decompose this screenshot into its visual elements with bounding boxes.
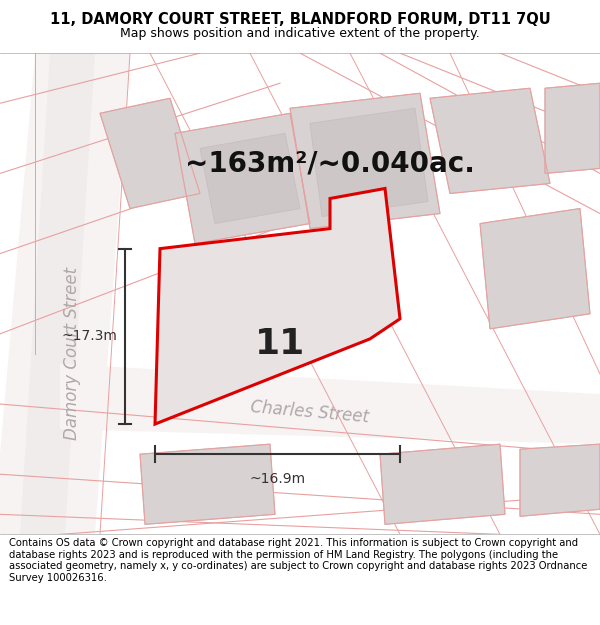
Polygon shape	[155, 189, 400, 424]
Text: ~16.9m: ~16.9m	[250, 472, 305, 486]
Polygon shape	[140, 444, 275, 524]
Polygon shape	[20, 53, 95, 534]
Text: Damory Court Street: Damory Court Street	[63, 268, 81, 441]
Polygon shape	[60, 364, 600, 444]
Polygon shape	[520, 444, 600, 516]
Polygon shape	[430, 88, 550, 194]
Polygon shape	[290, 93, 440, 229]
Polygon shape	[200, 133, 300, 224]
Text: 11, DAMORY COURT STREET, BLANDFORD FORUM, DT11 7QU: 11, DAMORY COURT STREET, BLANDFORD FORUM…	[50, 12, 550, 27]
Text: ~17.3m: ~17.3m	[61, 329, 117, 343]
Text: 11: 11	[255, 327, 305, 361]
Polygon shape	[175, 113, 310, 244]
Polygon shape	[170, 242, 380, 409]
Text: ~163m²/~0.040ac.: ~163m²/~0.040ac.	[185, 149, 475, 178]
Polygon shape	[545, 83, 600, 173]
Polygon shape	[310, 108, 428, 216]
Text: Charles Street: Charles Street	[250, 398, 370, 426]
Polygon shape	[480, 209, 590, 329]
Text: Map shows position and indicative extent of the property.: Map shows position and indicative extent…	[120, 27, 480, 40]
Polygon shape	[100, 98, 200, 209]
Text: Contains OS data © Crown copyright and database right 2021. This information is : Contains OS data © Crown copyright and d…	[9, 538, 587, 582]
Polygon shape	[380, 444, 505, 524]
Polygon shape	[0, 53, 130, 534]
